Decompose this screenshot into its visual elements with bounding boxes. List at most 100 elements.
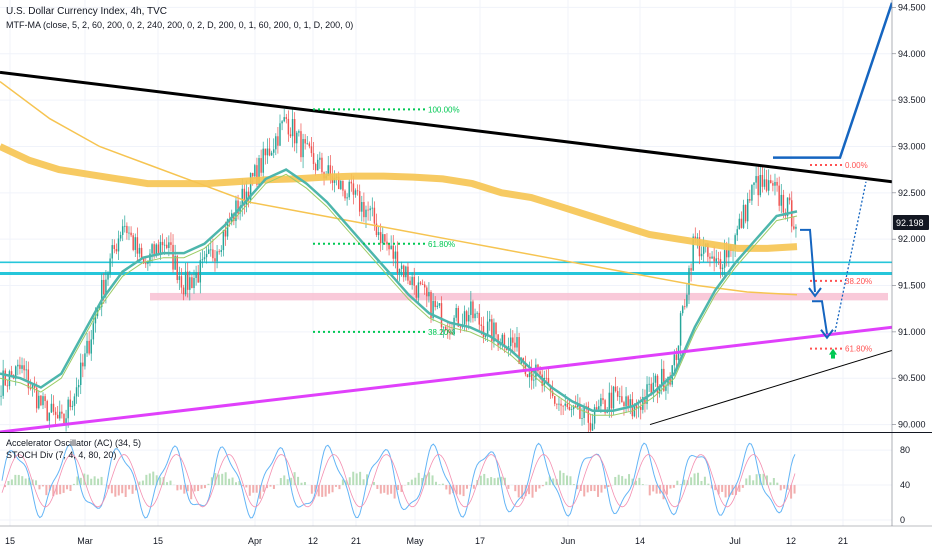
candle-body[interactable] — [233, 213, 235, 222]
candle-body[interactable] — [595, 407, 598, 410]
candle-body[interactable] — [472, 301, 474, 319]
candle-body[interactable] — [411, 276, 413, 285]
candle-body[interactable] — [598, 406, 600, 410]
candle-body[interactable] — [516, 337, 518, 348]
candle-body[interactable] — [616, 391, 619, 397]
candle-body[interactable] — [702, 246, 705, 254]
candle-body[interactable] — [75, 387, 78, 397]
candle-body[interactable] — [465, 311, 468, 322]
candle-body[interactable] — [755, 176, 757, 183]
candle-body[interactable] — [50, 403, 53, 413]
candle-body[interactable] — [417, 282, 420, 298]
candle-body[interactable] — [6, 385, 9, 387]
candle-body[interactable] — [363, 202, 365, 218]
candle-body[interactable] — [551, 391, 554, 397]
resistance-zone[interactable] — [150, 292, 888, 301]
candle-body[interactable] — [782, 194, 785, 213]
candle-body[interactable] — [526, 374, 529, 378]
candle-body[interactable] — [155, 244, 157, 256]
candle-body[interactable] — [153, 244, 155, 256]
candle-body[interactable] — [759, 174, 762, 196]
candle-body[interactable] — [29, 388, 32, 389]
candle-body[interactable] — [281, 121, 283, 124]
candle-body[interactable] — [121, 226, 124, 235]
candle-body[interactable] — [514, 342, 516, 348]
candle-body[interactable] — [344, 190, 346, 199]
candle-body[interactable] — [539, 371, 541, 375]
candle-body[interactable] — [696, 237, 699, 239]
candle-body[interactable] — [440, 303, 443, 328]
candle-body[interactable] — [495, 322, 497, 335]
candle-body[interactable] — [52, 403, 55, 412]
candle-body[interactable] — [717, 258, 720, 260]
candle-body[interactable] — [147, 261, 149, 264]
candle-body[interactable] — [566, 403, 569, 408]
candle-body[interactable] — [384, 234, 386, 242]
candle-body[interactable] — [258, 158, 260, 185]
candle-body[interactable] — [23, 365, 25, 371]
candle-body[interactable] — [201, 259, 204, 261]
candle-body[interactable] — [340, 180, 342, 190]
candle-body[interactable] — [25, 369, 27, 371]
candle-body[interactable] — [509, 337, 512, 347]
candle-body[interactable] — [474, 313, 476, 319]
candle-body[interactable] — [447, 330, 449, 332]
candle-body[interactable] — [237, 200, 239, 214]
candle-body[interactable] — [109, 258, 111, 274]
candle-body[interactable] — [558, 403, 560, 405]
candle-body[interactable] — [493, 322, 495, 342]
candle-body[interactable] — [675, 354, 678, 360]
candle-body[interactable] — [486, 321, 489, 335]
candle-body[interactable] — [67, 399, 69, 419]
candle-body[interactable] — [403, 265, 405, 278]
candle-body[interactable] — [623, 402, 625, 407]
candle-body[interactable] — [698, 237, 701, 257]
candle-body[interactable] — [191, 277, 193, 289]
candle-body[interactable] — [369, 208, 371, 211]
candle-body[interactable] — [365, 209, 367, 218]
candle-body[interactable] — [390, 245, 392, 250]
candle-body[interactable] — [627, 396, 629, 406]
candle-body[interactable] — [740, 218, 743, 228]
candle-body[interactable] — [600, 398, 602, 407]
candle-body[interactable] — [795, 226, 797, 229]
candle-body[interactable] — [220, 250, 223, 252]
candle-body[interactable] — [642, 397, 644, 410]
candle-body[interactable] — [356, 190, 359, 192]
candle-body[interactable] — [159, 241, 162, 254]
candle-body[interactable] — [554, 396, 556, 404]
candle-body[interactable] — [738, 218, 741, 230]
candle-body[interactable] — [658, 386, 661, 394]
candle-body[interactable] — [382, 234, 384, 244]
candle-body[interactable] — [770, 180, 772, 184]
candle-body[interactable] — [413, 276, 415, 286]
candle-body[interactable] — [442, 326, 445, 328]
candle-body[interactable] — [574, 405, 577, 408]
candle-body[interactable] — [654, 375, 657, 383]
candle-body[interactable] — [480, 324, 483, 326]
candle-body[interactable] — [17, 364, 19, 367]
candle-body[interactable] — [587, 406, 590, 423]
candle-body[interactable] — [56, 414, 59, 419]
candle-body[interactable] — [189, 277, 191, 290]
candle-body[interactable] — [713, 256, 715, 262]
candle-body[interactable] — [734, 235, 736, 249]
candle-body[interactable] — [629, 399, 631, 406]
candle-body[interactable] — [115, 249, 118, 252]
candle-body[interactable] — [394, 251, 397, 259]
candle-body[interactable] — [788, 197, 791, 201]
candle-body[interactable] — [136, 237, 139, 254]
candle-body[interactable] — [8, 371, 11, 387]
candle-body[interactable] — [342, 180, 344, 191]
candle-body[interactable] — [132, 235, 134, 250]
candle-body[interactable] — [94, 316, 97, 324]
candle-body[interactable] — [300, 131, 302, 158]
candle-body[interactable] — [711, 256, 713, 259]
candle-body[interactable] — [640, 406, 642, 410]
candle-body[interactable] — [436, 305, 439, 308]
candle-body[interactable] — [275, 136, 277, 150]
candle-body[interactable] — [329, 165, 332, 176]
candle-body[interactable] — [205, 253, 208, 258]
candle-body[interactable] — [48, 412, 51, 421]
candle-body[interactable] — [421, 284, 424, 285]
